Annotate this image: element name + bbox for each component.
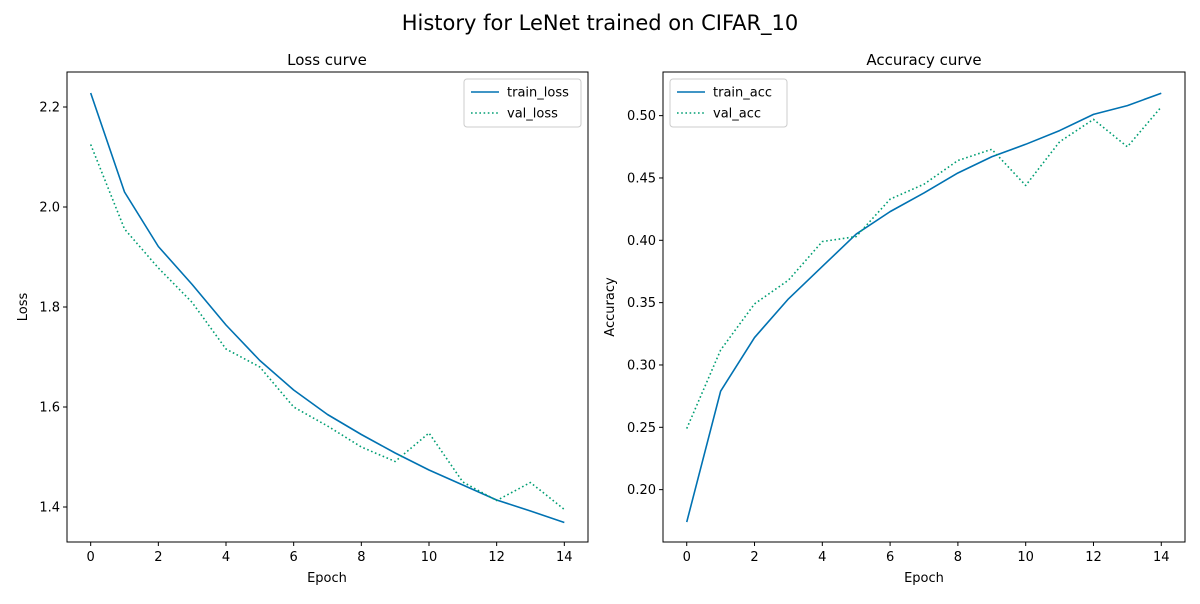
loss-legend-label: val_loss [507, 107, 558, 122]
accuracy-ytick-label: 0.30 [627, 358, 656, 373]
accuracy-xtick-label: 8 [954, 550, 962, 565]
loss-series-val-loss [89, 144, 565, 511]
accuracy-xtick-label: 10 [1017, 550, 1034, 565]
accuracy-legend-label: val_acc [713, 107, 761, 122]
loss-xtick-label: 10 [421, 550, 438, 565]
loss-ytick-label: 2.2 [39, 101, 60, 116]
accuracy-ytick-label: 0.20 [627, 483, 656, 498]
accuracy-chart-ylabel: Accuracy [603, 277, 618, 337]
loss-xtick-label: 6 [290, 550, 298, 565]
accuracy-ytick-label: 0.25 [627, 421, 656, 436]
accuracy-ytick-label: 0.50 [627, 109, 656, 124]
loss-xtick-label: 2 [154, 550, 162, 565]
accuracy-xtick-label: 14 [1153, 550, 1170, 565]
loss-chart-title: Loss curve [287, 51, 367, 69]
accuracy-xtick-label: 0 [683, 550, 691, 565]
accuracy-legend: train_acc val_acc [669, 78, 788, 128]
accuracy-ytick-label: 0.35 [627, 296, 656, 311]
loss-legend: train_loss val_loss [463, 78, 582, 128]
accuracy-xtick-label: 12 [1085, 550, 1102, 565]
loss-xtick-label: 14 [556, 550, 573, 565]
loss-ytick-label: 1.6 [39, 401, 60, 416]
accuracy-xtick-label: 2 [750, 550, 758, 565]
accuracy-chart: Accuracy curve Epoch Accuracy 0 2 4 6 8 10 12 1… [603, 51, 1186, 586]
accuracy-ytick-label: 0.45 [627, 171, 656, 186]
loss-chart-xlabel: Epoch [307, 571, 347, 586]
accuracy-chart-xlabel: Epoch [904, 571, 944, 586]
loss-xtick-label: 12 [488, 550, 505, 565]
loss-series-train-loss [89, 92, 565, 524]
loss-chart-ylabel: Loss [16, 293, 31, 322]
loss-ytick-label: 1.8 [39, 301, 60, 316]
loss-ytick-label: 1.4 [39, 501, 60, 516]
accuracy-xtick-label: 4 [818, 550, 826, 565]
loss-xtick-label: 0 [87, 550, 95, 565]
accuracy-ytick-label: 0.40 [627, 234, 656, 249]
figure-title: History for LeNet trained on CIFAR_10 [402, 11, 799, 36]
loss-plot-frame [66, 71, 589, 543]
loss-legend-label: train_loss [507, 86, 569, 101]
loss-xtick-label: 4 [222, 550, 230, 565]
accuracy-chart-title: Accuracy curve [866, 51, 981, 69]
loss-chart: Loss curve Epoch Loss 0 2 4 6 8 10 12 14 1.4 1.6 1… [16, 51, 589, 586]
loss-ytick-label: 2.0 [39, 201, 60, 216]
accuracy-series-val-acc [685, 106, 1162, 429]
accuracy-plot-frame [662, 71, 1186, 543]
accuracy-series-train-acc [685, 92, 1162, 523]
accuracy-xtick-label: 6 [886, 550, 894, 565]
accuracy-legend-label: train_acc [713, 86, 772, 101]
loss-xtick-label: 8 [357, 550, 365, 565]
